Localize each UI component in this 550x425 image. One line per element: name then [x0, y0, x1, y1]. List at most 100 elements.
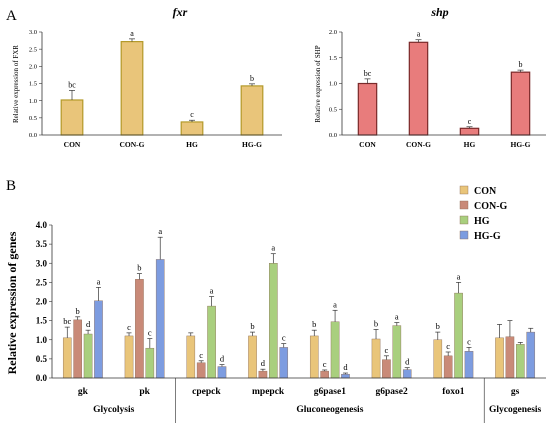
- chart-genes-ylabel: Relative expression of genes: [5, 231, 19, 374]
- chart-fxr-ytick-label: 3.0: [29, 29, 37, 36]
- chart-genes-bar-g6pase1-hg-g: [341, 373, 350, 379]
- chart-genes-xtick-label: gs: [511, 387, 520, 397]
- chart-genes-significance-letter: d: [405, 357, 410, 367]
- chart-genes-significance-letter: c: [127, 322, 131, 332]
- chart-genes-group-label: Glycolysis: [93, 405, 134, 415]
- chart-fxr-xtick-label: CON-G: [120, 140, 145, 149]
- chart-genes-xtick-label: cpepck: [192, 387, 221, 397]
- panel-label-a: A: [6, 8, 17, 24]
- chart-genes-bar-foxo1-hg: [454, 292, 463, 379]
- chart-genes-significance-letter: b: [312, 319, 316, 329]
- chart-genes-bar-foxo1-con: [433, 339, 443, 379]
- chart-shp: shp Relative expression of SHP 0.0 0.5 1.0…: [314, 5, 546, 149]
- chart-shp-significance-letter: c: [468, 117, 472, 126]
- chart-genes-ytick-label: 2.0: [36, 297, 48, 307]
- chart-fxr-bar-con: [60, 99, 84, 136]
- legend-swatch-hg: [459, 215, 469, 225]
- legend-swatch-con: [459, 185, 469, 195]
- chart-genes-bar-g6pase2-con: [371, 338, 381, 379]
- chart-fxr-significance-letter: c: [190, 110, 194, 119]
- chart-genes-bar-gs-hg: [516, 344, 525, 379]
- chart-fxr-ytick-label: 1.0: [29, 98, 37, 105]
- chart-shp-xtick-label: HG-G: [511, 140, 531, 149]
- chart-fxr: fxr Relative expression of FXR 0.0 0.5 1.0…: [12, 5, 282, 149]
- chart-genes: Relative expression of genes 0.0 0.5 1.0 1.…: [5, 185, 546, 423]
- chart-genes-xtick-label: pk: [139, 387, 150, 397]
- chart-shp-ylabel: Relative expression of SHP: [314, 45, 322, 122]
- chart-genes-bar-g6pase2-con-g: [382, 359, 391, 379]
- chart-genes-significance-letter: a: [158, 226, 162, 236]
- chart-genes-xtick-label: mpepck: [252, 387, 285, 397]
- chart-shp-ytick-label: 0.5: [329, 106, 337, 113]
- chart-genes-bar-gk-con-g: [73, 319, 82, 379]
- chart-shp-bar-hg: [459, 127, 480, 136]
- chart-genes-bar-foxo1-hg-g: [464, 351, 474, 379]
- chart-shp-significance-letter: b: [519, 60, 523, 69]
- chart-fxr-ytick-label: 2.0: [29, 64, 37, 71]
- chart-shp-bar-hg-g: [510, 71, 531, 136]
- chart-genes-ytick-label: 1.0: [36, 335, 48, 345]
- chart-genes-xtick-label: g6pase1: [314, 387, 346, 397]
- chart-shp-ytick-label: 0.0: [329, 132, 337, 139]
- legend-label-con: CON: [474, 186, 497, 197]
- chart-fxr-xtick-label: HG: [186, 140, 198, 149]
- chart-shp-xtick-label: CON-G: [406, 140, 431, 149]
- chart-genes-bar-mpepck-con-g: [258, 370, 268, 379]
- chart-genes-bar-g6pase2-hg: [392, 325, 402, 379]
- chart-fxr-ytick-label: 2.5: [29, 46, 37, 53]
- chart-genes-significance-letter: c: [385, 345, 389, 355]
- chart-genes-xtick-label: g6pase2: [376, 387, 408, 397]
- chart-shp-bar-con: [357, 82, 378, 136]
- chart-genes-bar-gs-hg-g: [526, 331, 536, 379]
- chart-genes-significance-letter: c: [282, 333, 286, 343]
- chart-shp-xlabels: CON CON-G HG HG-G: [359, 140, 531, 149]
- chart-fxr-xlabels: CON CON-G HG HG-G: [64, 140, 263, 149]
- chart-genes-significance-letter: c: [467, 336, 471, 346]
- chart-shp-bar-con-g: [408, 41, 429, 136]
- chart-genes-ytick-label: 2.5: [36, 277, 48, 287]
- chart-fxr-bars: bc a c b: [60, 29, 264, 136]
- chart-genes-ytick-label: 0.0: [36, 373, 48, 383]
- chart-fxr-bar-hg: [180, 121, 204, 136]
- chart-genes-significance-letter: d: [86, 319, 91, 329]
- chart-genes-significance-letter: a: [210, 286, 214, 296]
- chart-genes-significance-letter: a: [457, 271, 461, 281]
- chart-genes-ytick-label: 3.5: [36, 239, 48, 249]
- chart-genes-bar-mpepck-hg: [269, 263, 278, 379]
- chart-genes-significance-letter: b: [250, 321, 254, 331]
- chart-genes-significance-letter: c: [199, 350, 203, 360]
- chart-genes-bar-g6pase1-con: [309, 335, 319, 379]
- chart-genes-significance-letter: b: [436, 321, 440, 331]
- chart-genes-group-label: Gluconeogenesis: [296, 405, 363, 415]
- legend-label-hg: HG: [474, 216, 490, 227]
- chart-genes-ytick-label: 3.0: [36, 258, 48, 268]
- chart-fxr-significance-letter: a: [130, 29, 134, 38]
- chart-genes-bar-g6pase1-hg: [330, 321, 340, 379]
- chart-genes-xtick-label: gk: [78, 387, 89, 397]
- chart-shp-yticks: 0.0 0.5 1.0 1.5 2.0: [329, 29, 342, 139]
- chart-genes-bar-pk-hg: [145, 347, 155, 379]
- chart-genes-significance-letter: d: [220, 354, 225, 364]
- chart-shp-xtick-label: CON: [359, 140, 376, 149]
- chart-genes-group-label: Glycogenesis: [489, 405, 542, 415]
- chart-fxr-ytick-label: 0.5: [29, 115, 37, 122]
- chart-fxr-xtick-label: CON: [64, 140, 81, 149]
- chart-fxr-bar-con-g: [120, 41, 144, 136]
- chart-fxr-significance-letter: b: [250, 74, 254, 83]
- chart-genes-bar-pk-con: [124, 335, 134, 379]
- chart-genes-bar-foxo1-con-g: [443, 355, 453, 379]
- chart-genes-bar-cpepck-con-g: [196, 362, 206, 379]
- chart-genes-significance-letter: c: [323, 359, 327, 369]
- chart-fxr-yticks: 0.0 0.5 1.0 1.5 2.0 2.5 3.0: [29, 29, 42, 139]
- chart-genes-significance-letter: a: [271, 243, 275, 253]
- chart-genes-xtick-label: foxo1: [442, 387, 464, 397]
- legend-swatch-con-g: [459, 200, 469, 210]
- chart-genes-xlabels: gk pk cpepck mpepck g6pase1 g6pase2 foxo1 gs: [78, 387, 520, 397]
- chart-shp-xtick-label: HG: [464, 140, 476, 149]
- chart-shp-ytick-label: 1.0: [329, 81, 337, 88]
- chart-fxr-ytick-label: 0.0: [29, 132, 37, 139]
- chart-genes-bar-gk-con: [62, 337, 72, 379]
- chart-genes-significance-letter: b: [137, 263, 141, 273]
- chart-genes-significance-letter: c: [148, 328, 152, 338]
- chart-genes-ytick-label: 4.0: [36, 220, 48, 230]
